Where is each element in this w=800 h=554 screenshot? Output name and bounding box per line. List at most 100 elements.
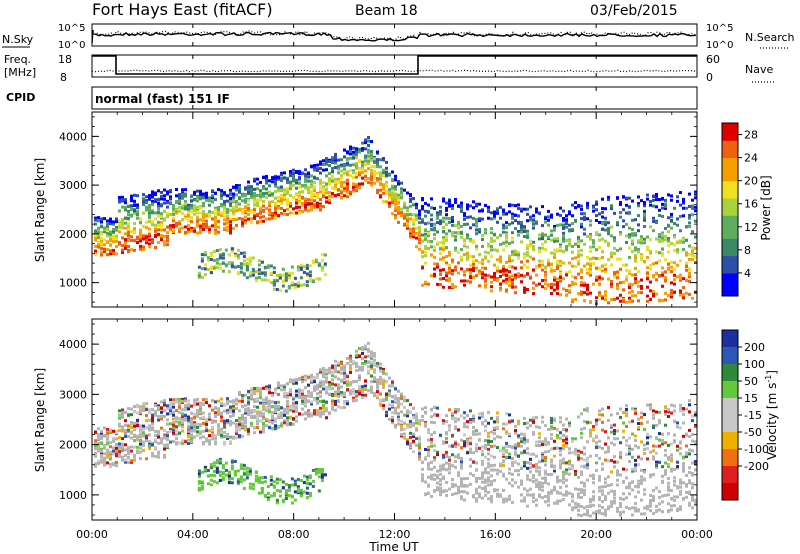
velocity-cell xyxy=(139,438,142,442)
power-cell xyxy=(212,258,216,262)
power-cell xyxy=(388,188,391,192)
power-cell xyxy=(649,238,652,242)
power-cell xyxy=(190,220,193,224)
power-cell xyxy=(154,199,157,203)
power-cell xyxy=(577,272,580,276)
velocity-cell xyxy=(346,402,349,406)
power-cell xyxy=(115,252,118,256)
power-cell xyxy=(314,260,318,264)
power-cell xyxy=(586,204,589,208)
power-cell xyxy=(607,243,610,247)
velocity-cell xyxy=(367,347,370,351)
power-cell xyxy=(284,272,288,276)
power-cell xyxy=(190,206,193,210)
power-cell xyxy=(418,235,421,239)
power-cell xyxy=(505,221,508,225)
velocity-cell xyxy=(190,440,193,444)
power-cell xyxy=(562,287,565,291)
power-cell xyxy=(433,237,436,241)
velocity-cell xyxy=(442,467,445,471)
power-cell xyxy=(433,233,436,237)
power-cell xyxy=(385,191,388,195)
velocity-cell xyxy=(166,443,169,447)
velocity-cell xyxy=(121,429,124,433)
power-cell xyxy=(514,285,517,289)
power-cell xyxy=(286,189,289,193)
velocity-cell xyxy=(109,430,112,434)
velocity-cell xyxy=(391,382,394,386)
power-cell xyxy=(577,235,580,239)
power-cell xyxy=(508,204,511,208)
power-cell xyxy=(613,236,616,240)
power-colorbar-swatch xyxy=(722,169,738,176)
power-cell xyxy=(532,292,535,296)
velocity-cell xyxy=(247,429,250,433)
velocity-cell xyxy=(172,421,175,425)
velocity-cell xyxy=(226,409,229,413)
power-cell xyxy=(100,238,103,242)
power-cell xyxy=(388,189,391,193)
power-cell xyxy=(694,246,697,250)
velocity-cell xyxy=(451,464,454,468)
velocity-cell xyxy=(178,410,181,414)
power-cell xyxy=(607,241,610,245)
power-cell xyxy=(262,215,265,219)
power-cell xyxy=(664,234,667,238)
velocity-cell xyxy=(244,426,247,430)
velocity-cell xyxy=(454,440,457,444)
power-cell xyxy=(652,290,655,294)
power-cell xyxy=(367,139,370,143)
velocity-cell xyxy=(250,409,253,413)
velocity-cell xyxy=(364,387,367,391)
velocity-cell xyxy=(280,411,283,415)
power-cell xyxy=(463,222,466,226)
power-cell xyxy=(598,277,601,281)
power-cell xyxy=(571,257,574,261)
power-cell xyxy=(358,173,361,177)
power-cell xyxy=(415,245,418,249)
power-cell xyxy=(436,221,439,225)
power-cell xyxy=(148,227,151,231)
power-cell xyxy=(232,195,235,199)
power-cell xyxy=(496,277,499,281)
power-cell xyxy=(643,218,646,222)
velocity-cell xyxy=(346,356,349,360)
power-cell xyxy=(325,184,328,188)
velocity-cell xyxy=(262,426,265,430)
velocity-cell xyxy=(316,392,319,396)
velocity-cell xyxy=(409,425,412,429)
power-cell xyxy=(586,206,589,210)
power-cell xyxy=(445,201,448,205)
power-cell xyxy=(331,186,334,190)
power-cell xyxy=(466,254,469,258)
velocity-cell xyxy=(187,438,190,442)
power-cell xyxy=(493,216,496,220)
power-cell xyxy=(112,248,115,252)
power-cell xyxy=(565,273,568,277)
power-cell xyxy=(493,263,496,267)
velocity-cell xyxy=(433,473,436,477)
velocity-cell xyxy=(121,446,124,450)
power-cell xyxy=(304,199,307,203)
power-cell xyxy=(472,262,475,266)
power-cell xyxy=(328,182,331,186)
power-cell xyxy=(445,261,448,265)
power-cell xyxy=(427,231,430,235)
velocity-cell xyxy=(340,361,343,365)
power-cell xyxy=(496,207,499,211)
velocity-cell xyxy=(178,420,181,424)
power-cell xyxy=(598,212,601,216)
power-cell xyxy=(478,253,481,257)
power-cell xyxy=(391,198,394,202)
power-cell xyxy=(586,234,589,238)
power-cell xyxy=(367,181,370,185)
velocity-cell xyxy=(403,421,406,425)
power-cell xyxy=(253,214,256,218)
power-cell xyxy=(463,279,466,283)
power-colorbar-swatch xyxy=(722,203,738,210)
power-cell xyxy=(637,247,640,251)
power-cell xyxy=(172,216,175,220)
power-cell xyxy=(385,180,388,184)
power-cell xyxy=(610,204,613,208)
velocity-cell xyxy=(121,414,124,418)
